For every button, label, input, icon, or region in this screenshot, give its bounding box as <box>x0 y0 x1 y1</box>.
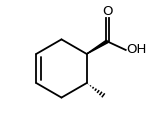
Text: O: O <box>102 5 112 18</box>
Text: OH: OH <box>126 44 147 56</box>
Polygon shape <box>87 40 108 54</box>
